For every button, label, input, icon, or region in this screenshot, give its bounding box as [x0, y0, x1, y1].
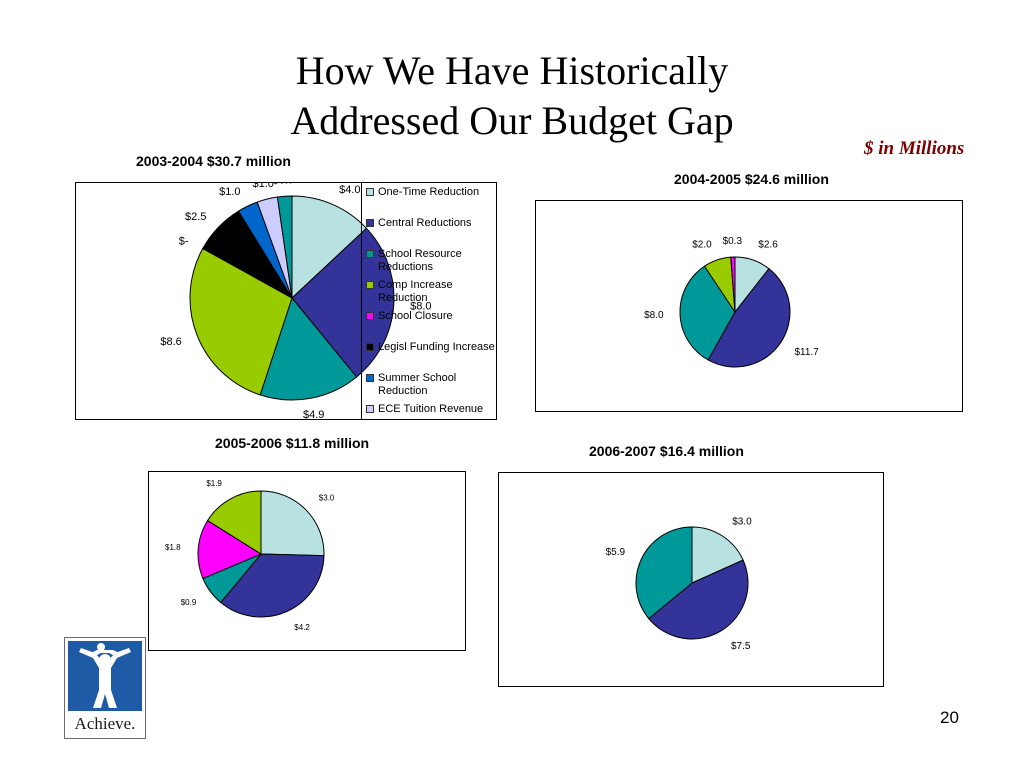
pie-chart-2004-2005: $2.6 $11.7 $8.0 $2.0 $0.3: [644, 236, 820, 368]
pie-slice-9: [276, 195, 293, 299]
legend-label: Summer School Reduction: [378, 372, 457, 397]
pie-slice-2: [291, 227, 395, 378]
slice-label-4: $8.6: [160, 336, 181, 348]
legend-label: ECE Tuition Revenue: [378, 403, 484, 415]
pie-slice-1: [291, 195, 368, 300]
slice-label-3: $8.0: [644, 310, 664, 321]
slide-title-line-1: How We Have Historically: [295, 48, 729, 93]
pie-slice-3: [259, 296, 358, 401]
chart-2003-2004: $4.0$8.0$4.9$8.6$-$2.5$1.0$1.0$0.7 One-T…: [75, 182, 497, 421]
slide-title: How We Have Historically Addressed Our B…: [0, 46, 1024, 146]
chart-2005-2006: $3.0 $4.2 $0.9 $1.8 $1.9: [148, 471, 466, 651]
slice-label-7: $1.0: [219, 186, 240, 198]
pie-chart-2006-2007: $3.0 $7.5 $5.9: [606, 516, 752, 652]
legend-label: One-Time Reduction: [378, 186, 480, 198]
slice-label-5: $0.3: [723, 236, 743, 247]
slice-label-2: $11.7: [795, 347, 820, 358]
pie-chart-2005-2006: $3.0 $4.2 $0.9 $1.8 $1.9: [165, 479, 335, 632]
logo-text: Achieve.: [74, 714, 136, 733]
slice-label-3: $4.9: [303, 409, 324, 421]
pie-chart-2003-2004: $4.0$8.0$4.9$8.6$-$2.5$1.0$1.0$0.7: [160, 183, 431, 421]
slice-label-9: $0.7: [273, 183, 294, 187]
chart-legend: One-Time Reduction Central Reductions Scho…: [361, 183, 497, 419]
chart-2006-2007: $3.0 $7.5 $5.9: [498, 472, 884, 687]
legend-label: School Resource Reductions: [378, 248, 462, 273]
pie-slice-2: [707, 267, 791, 368]
slice-label-1: $3.0: [732, 516, 752, 527]
legend-swatch: [366, 405, 374, 413]
slice-label-2: $7.5: [731, 641, 751, 652]
chart-title-2004-2005: 2004-2005 $24.6 million: [674, 171, 829, 187]
legend-label: Legisl Funding Increase: [378, 341, 495, 353]
legend-swatch: [366, 374, 374, 382]
slice-label-5: $1.9: [206, 479, 222, 488]
pie-slice-5: [206, 490, 262, 555]
legend-swatch: [366, 188, 374, 196]
slice-label-1: $3.0: [319, 493, 335, 502]
slice-label-4: $1.8: [165, 543, 181, 552]
slice-label-8: $1.0: [252, 183, 273, 190]
pie-slice-3: [679, 265, 736, 361]
pie-slice-4: [189, 247, 293, 396]
legend-label: Central Reductions: [378, 217, 472, 229]
pie-slice-2: [648, 559, 749, 640]
units-note: $ in Millions: [864, 138, 965, 159]
slice-label-3: $0.9: [181, 598, 197, 607]
page-number: 20: [940, 708, 959, 727]
legend-swatch: [366, 219, 374, 227]
chart-2004-2005: $2.6 $11.7 $8.0 $2.0 $0.3: [535, 200, 963, 412]
slice-label-1: $2.6: [758, 240, 778, 251]
pie-slice-4: [197, 519, 263, 580]
achieve-logo-figure: [68, 641, 142, 711]
achieve-logo: Achieve.: [64, 637, 146, 739]
legend-swatch: [366, 343, 374, 351]
slice-label-1: $4.0: [339, 184, 360, 196]
chart-title-2006-2007: 2006-2007 $16.4 million: [589, 443, 744, 459]
chart-title-2005-2006: 2005-2006 $11.8 million: [215, 435, 370, 451]
slice-label-5: $-: [179, 235, 189, 247]
pie-slice-5: [730, 256, 736, 313]
slice-label-3: $5.9: [606, 547, 626, 558]
pie-slice-3: [635, 526, 693, 620]
pie-slice-2: [220, 553, 325, 618]
slice-label-4: $2.0: [692, 240, 712, 251]
slice-label-6: $2.5: [185, 211, 206, 223]
chart-title-2003-2004: 2003-2004 $30.7 million: [136, 153, 291, 169]
legend-swatch: [366, 250, 374, 258]
legend-label: Comp Increase Reduction: [378, 279, 453, 304]
legend-label: School Closure: [378, 310, 453, 322]
slice-label-2: $4.2: [294, 623, 310, 632]
pie-slice-1: [691, 526, 744, 584]
slice-label-2: $8.0: [410, 301, 431, 313]
legend-swatch: [366, 281, 374, 289]
legend-swatch: [366, 312, 374, 320]
slide-title-line-2: Addressed Our Budget Gap: [290, 98, 734, 143]
pie-slice-1: [260, 490, 325, 557]
